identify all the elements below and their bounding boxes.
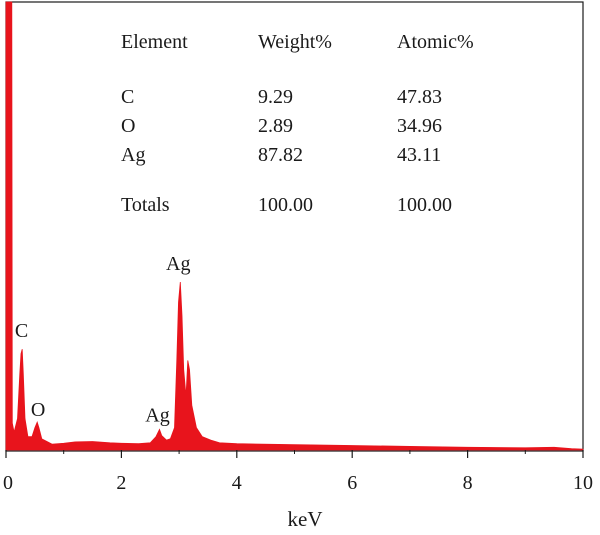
table-cell-weight: 87.82 xyxy=(258,144,303,166)
table-cell-atomic: 43.11 xyxy=(397,144,442,166)
x-tick-label: 10 xyxy=(573,472,593,494)
x-tick-label: 2 xyxy=(116,472,126,494)
table-cell-atomic: 47.83 xyxy=(397,86,442,108)
table-header-atomic: Atomic% xyxy=(397,31,474,53)
x-tick-label: 6 xyxy=(347,472,357,494)
table-header-weight: Weight% xyxy=(258,31,332,53)
table-cell-element: Ag xyxy=(121,144,146,166)
table-totals-label: Totals xyxy=(121,194,170,216)
table-cell-element: C xyxy=(121,86,135,108)
table-cell-weight: 9.29 xyxy=(258,86,293,108)
table-header-element: Element xyxy=(121,31,188,53)
table-cell-weight: 2.89 xyxy=(258,115,293,137)
x-tick-label: 8 xyxy=(463,472,473,494)
peak-label: C xyxy=(15,320,28,342)
table-cell-element: O xyxy=(121,115,136,137)
x-axis-label: keV xyxy=(288,507,323,531)
table-totals-atomic: 100.00 xyxy=(397,194,452,216)
peak-label: O xyxy=(31,399,45,421)
table-cell-atomic: 34.96 xyxy=(397,115,442,137)
x-tick-label: 4 xyxy=(232,472,242,494)
spectrum-area xyxy=(5,1,584,451)
spectrum-layer xyxy=(5,1,584,451)
peak-label: Ag xyxy=(166,253,190,275)
peak-labels: C O Ag Ag xyxy=(15,253,191,426)
plot-frame xyxy=(5,1,584,452)
x-axis-ticks: 0 2 4 6 8 10 xyxy=(3,450,593,494)
plot-area-border xyxy=(5,1,584,452)
peak-label: Ag xyxy=(145,404,169,426)
x-tick-label: 0 xyxy=(3,472,13,494)
table-totals-weight: 100.00 xyxy=(258,194,313,216)
